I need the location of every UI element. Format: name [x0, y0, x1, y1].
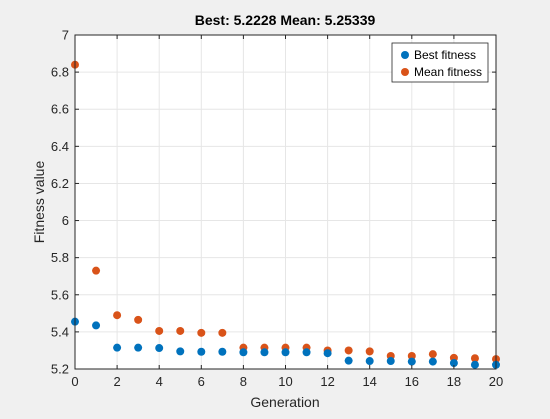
point-best-fitness [344, 356, 353, 365]
point-mean-fitness [344, 346, 353, 355]
legend-marker-best-fitness [401, 51, 409, 59]
y-tick-label: 5.8 [51, 250, 69, 265]
point-best-fitness [470, 360, 479, 369]
point-best-fitness [197, 347, 206, 356]
chart-title: Best: 5.2228 Mean: 5.25339 [195, 12, 376, 28]
x-tick-label: 4 [156, 374, 163, 389]
point-best-fitness [239, 348, 248, 357]
legend-label-best-fitness: Best fitness [414, 48, 476, 62]
y-tick-label: 5.6 [51, 287, 69, 302]
point-best-fitness [449, 359, 458, 368]
point-mean-fitness [218, 328, 227, 337]
point-best-fitness [92, 321, 101, 330]
y-tick-label: 6.8 [51, 65, 69, 80]
point-best-fitness [365, 357, 374, 366]
legend-box [391, 42, 489, 83]
point-best-fitness [386, 357, 395, 366]
point-best-fitness [218, 347, 227, 356]
x-tick-label: 2 [113, 374, 120, 389]
y-tick-label: 5.2 [51, 362, 69, 377]
point-mean-fitness [470, 354, 479, 363]
point-mean-fitness [113, 311, 122, 320]
point-mean-fitness [365, 347, 374, 356]
x-tick-label: 16 [405, 374, 419, 389]
x-tick-label: 10 [278, 374, 292, 389]
legend: Best fitness Mean fitness [391, 42, 489, 83]
y-tick-label: 5.4 [51, 324, 69, 339]
point-best-fitness [323, 349, 332, 358]
y-tick-label: 7 [62, 28, 69, 43]
point-best-fitness [260, 348, 269, 357]
point-best-fitness [281, 348, 290, 357]
point-mean-fitness [428, 350, 437, 359]
point-best-fitness [134, 343, 143, 352]
x-tick-label: 12 [320, 374, 334, 389]
series-layer [71, 60, 500, 369]
y-tick-label: 6.4 [51, 139, 69, 154]
point-best-fitness [113, 343, 122, 352]
legend-label-mean-fitness: Mean fitness [414, 65, 482, 79]
point-mean-fitness [407, 352, 416, 361]
legend-marker-mean-fitness [401, 68, 409, 76]
y-tick-label: 6 [62, 213, 69, 228]
x-tick-label: 20 [489, 374, 503, 389]
y-axis-label: Fitness value [31, 161, 47, 244]
point-mean-fitness [155, 326, 164, 335]
x-tick-label: 14 [362, 374, 376, 389]
point-mean-fitness [92, 266, 101, 275]
x-tick-label: 8 [240, 374, 247, 389]
point-best-fitness [428, 357, 437, 366]
x-tick-label: 6 [198, 374, 205, 389]
point-best-fitness [155, 344, 164, 353]
point-mean-fitness [176, 326, 185, 335]
point-best-fitness [407, 357, 416, 366]
x-axis-label: Generation [250, 394, 319, 410]
point-mean-fitness [134, 315, 143, 324]
y-tick-label: 6.6 [51, 102, 69, 117]
point-best-fitness [302, 348, 311, 357]
x-tick-label: 0 [71, 374, 78, 389]
x-tick-label: 18 [447, 374, 461, 389]
y-tick-label: 6.2 [51, 176, 69, 191]
point-best-fitness [176, 347, 185, 356]
point-mean-fitness [197, 328, 206, 337]
axis-ticks: 0 2 4 6 8 10 12 14 16 18 20 5.2 5.4 5.6 5.8 6 6.2 6.4 6.6 6… [51, 28, 503, 390]
